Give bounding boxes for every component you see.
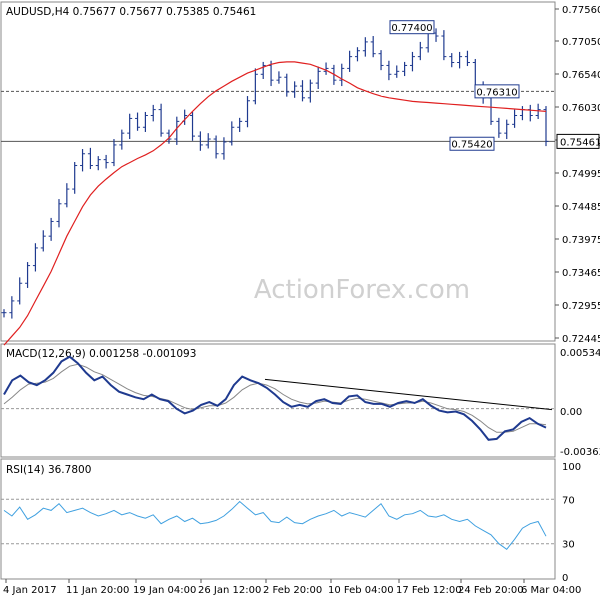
rsi-y-tick-label: 100 [562,462,581,473]
price-annotation: 0.76310 [476,87,517,98]
axis-layer: 0.775600.770500.765400.760300.755200.749… [3,5,600,596]
price-y-tick-label: 0.77560 [562,5,600,16]
macd-y-tick-label: 0.005346 [560,348,600,359]
macd-signal-line [3,363,547,433]
price-y-tick-label: 0.72445 [562,334,600,345]
price-y-tick-label: 0.72955 [562,301,600,312]
price-annotation-box [474,84,520,99]
macd-layer [1,355,555,441]
price-y-tick-label: 0.76540 [562,70,600,81]
current-price-label: 0.75461 [560,137,600,148]
rsi-y-tick-label: 70 [562,495,575,506]
rsi-layer [1,498,555,550]
x-axis-tick-label: 6 Mar 04:00 [521,585,581,596]
watermark: ActionForex.com [254,275,470,305]
price-y-tick-label: 0.73975 [562,235,600,246]
x-axis-tick-label: 24 Feb 20:00 [458,585,524,596]
price-annotation: 0.77400 [391,23,432,34]
x-axis-tick-label: 11 Jan 20:00 [66,585,129,596]
rsi-y-tick-label: 0 [562,573,568,584]
price-annotation-box [389,20,435,35]
x-axis-tick-label: 10 Feb 04:00 [328,585,394,596]
macd-panel-frame [0,343,556,458]
macd-title: MACD(12,26,9) 0.001258 -0.001093 [6,348,196,360]
rsi-y-tick-label: 30 [562,540,575,551]
macd-y-tick-label: -0.003633 [560,447,600,458]
macd-y-tick-label: 0.00 [560,407,582,418]
moving-average-line [3,61,547,346]
price-y-tick-label: 0.73465 [562,268,600,279]
price-annotation-box [449,136,495,151]
macd-trendline [264,378,553,411]
rsi-title: RSI(14) 36.7800 [6,464,91,476]
price-layer: 0.77400 0.76310 0.75420 [1,20,555,346]
macd-line [3,355,547,441]
x-axis-tick-label: 2 Feb 20:00 [263,585,322,596]
x-axis-tick-label: 4 Jan 2017 [3,585,57,596]
price-y-tick-label: 0.77050 [562,37,600,48]
price-y-tick-label: 0.76030 [562,103,600,114]
price-y-tick-label: 0.74485 [562,202,600,213]
x-axis-tick-label: 19 Jan 04:00 [133,585,196,596]
rsi-line [3,500,547,550]
current-price-box [556,133,600,149]
price-annotation: 0.75420 [451,140,492,151]
x-axis-tick-label: 26 Jan 12:00 [198,585,261,596]
price-title: AUDUSD,H4 0.75677 0.75677 0.75385 0.7546… [6,6,256,18]
price-panel-frame [0,1,556,342]
x-axis-tick-label: 17 Feb 12:00 [396,585,462,596]
price-y-tick-label: 0.74995 [562,169,600,180]
rsi-panel-frame [0,458,556,580]
